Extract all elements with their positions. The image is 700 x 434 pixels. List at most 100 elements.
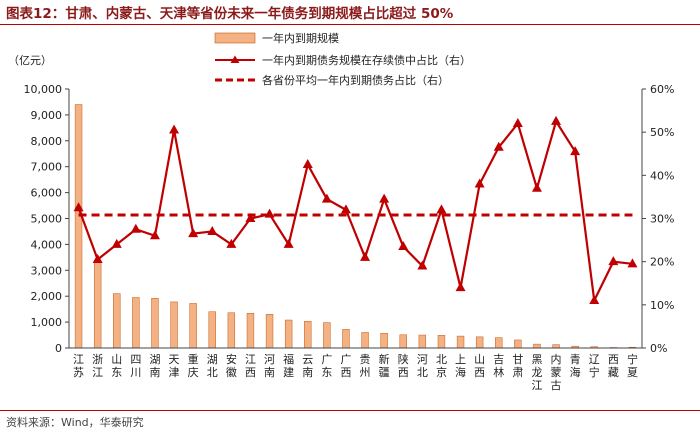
bar-series xyxy=(74,104,637,349)
ratio-point xyxy=(302,159,313,169)
bar xyxy=(380,332,388,349)
bar xyxy=(418,334,427,349)
ratio-point xyxy=(169,124,180,134)
left-tick-label: 8,000 xyxy=(31,135,63,148)
x-tick-label: 重庆 xyxy=(188,352,199,379)
legend-bar-label: 一年内到期规模 xyxy=(262,31,339,45)
ratio-point xyxy=(512,118,523,128)
x-tick-label: 江西 xyxy=(245,353,256,379)
bar xyxy=(170,301,178,349)
ratio-point xyxy=(493,141,504,151)
ratio-point xyxy=(340,204,351,214)
x-tick-label: 西藏 xyxy=(608,353,619,379)
bar xyxy=(323,322,331,349)
title-divider xyxy=(0,24,700,25)
right-tick-label: 50% xyxy=(650,126,674,139)
x-tick-label: 陕西 xyxy=(398,352,409,379)
bar xyxy=(132,297,140,349)
x-axis: 江苏浙江山东四川湖南天津重庆湖北安徽江西河南福建云南广东广西贵州新疆陕西河北北京… xyxy=(69,347,642,392)
bar xyxy=(514,339,522,349)
right-tick-label: 10% xyxy=(650,299,674,312)
ratio-point xyxy=(149,230,160,240)
right-tick-label: 60% xyxy=(650,83,674,96)
bar xyxy=(495,337,503,349)
x-tick-label: 宁夏 xyxy=(627,352,638,379)
bar xyxy=(361,332,369,349)
right-tick-label: 0% xyxy=(650,342,667,355)
bar xyxy=(552,344,560,349)
bar xyxy=(475,336,484,349)
bar xyxy=(399,334,407,349)
ratio-point xyxy=(130,223,141,233)
x-tick-label: 江苏 xyxy=(73,353,84,379)
legend-line-marker xyxy=(230,55,240,63)
right-axis: 0% 10% 20% 30% 40% 50% 60% xyxy=(641,83,674,355)
bar xyxy=(151,298,159,349)
ratio-point xyxy=(551,115,562,125)
ratio-point xyxy=(379,193,390,203)
bar xyxy=(93,262,102,349)
x-tick-label: 云南 xyxy=(302,353,313,379)
ratio-point xyxy=(111,238,122,248)
x-tick-label: 山西 xyxy=(474,353,485,379)
bar xyxy=(304,321,312,349)
x-tick-label: 北京 xyxy=(436,353,447,379)
bar xyxy=(533,343,541,349)
x-tick-label: 天津 xyxy=(169,353,180,379)
x-tick-label: 辽宁 xyxy=(589,353,600,379)
x-tick-label: 广西 xyxy=(340,353,351,379)
bar xyxy=(437,335,446,349)
left-tick-label: 5,000 xyxy=(31,213,63,226)
x-tick-label: 浙江 xyxy=(92,353,103,379)
left-tick-label: 9,000 xyxy=(31,109,63,122)
ratio-point xyxy=(207,225,218,235)
x-tick-label: 安徽 xyxy=(226,352,237,379)
left-tick-label: 1,000 xyxy=(31,316,63,329)
x-tick-label: 贵州 xyxy=(360,353,371,379)
legend-line-label: 一年内到期债务规模在存续债中占比（右） xyxy=(262,53,471,67)
x-tick-label: 内蒙古 xyxy=(551,352,562,392)
x-tick-label: 甘肃 xyxy=(512,353,523,379)
bar xyxy=(265,314,274,349)
ratio-point xyxy=(226,238,237,248)
x-tick-label: 青海 xyxy=(570,353,581,379)
bar xyxy=(189,303,197,349)
ratio-line xyxy=(77,120,633,302)
left-tick-label: 4,000 xyxy=(31,238,63,251)
x-tick-label: 四川 xyxy=(130,353,141,379)
bar xyxy=(342,329,350,349)
left-tick-label: 0 xyxy=(55,342,62,355)
ratio-point xyxy=(436,204,447,214)
left-tick-label: 3,000 xyxy=(31,264,63,277)
ratio-point xyxy=(455,282,466,292)
footer-divider xyxy=(0,410,700,411)
x-tick-label: 山东 xyxy=(111,353,122,379)
x-tick-label: 新疆 xyxy=(379,352,390,379)
left-tick-label: 2,000 xyxy=(31,290,63,303)
x-tick-label: 上海 xyxy=(455,353,466,379)
ratio-point xyxy=(627,258,638,268)
ratio-point xyxy=(474,178,485,188)
bar xyxy=(208,311,216,349)
source-note: 资料来源：Wind，华泰研究 xyxy=(6,416,144,429)
left-tick-label: 10,000 xyxy=(24,83,63,96)
x-tick-label: 吉林 xyxy=(493,353,504,379)
ratio-point xyxy=(321,193,332,203)
x-tick-label: 湖北 xyxy=(207,353,218,379)
figure-title: 图表12：甘肃、内蒙古、天津等省份未来一年债务到期规模占比超过 50% xyxy=(6,6,454,22)
bar xyxy=(246,313,255,349)
x-tick-label: 河北 xyxy=(417,353,428,379)
ratio-line-series xyxy=(73,115,638,305)
ratio-point xyxy=(398,241,409,251)
ratio-point xyxy=(245,213,256,222)
x-tick-label: 黑龙江 xyxy=(531,353,542,392)
ratio-point xyxy=(73,202,84,212)
bar xyxy=(113,293,121,349)
left-axis-unit: （亿元） xyxy=(8,54,52,67)
legend-avg-label: 各省份平均一年内到期债务占比（右） xyxy=(262,73,449,87)
ratio-point xyxy=(608,256,619,266)
bar xyxy=(284,319,293,349)
bar xyxy=(227,312,236,349)
ratio-point xyxy=(188,228,199,238)
